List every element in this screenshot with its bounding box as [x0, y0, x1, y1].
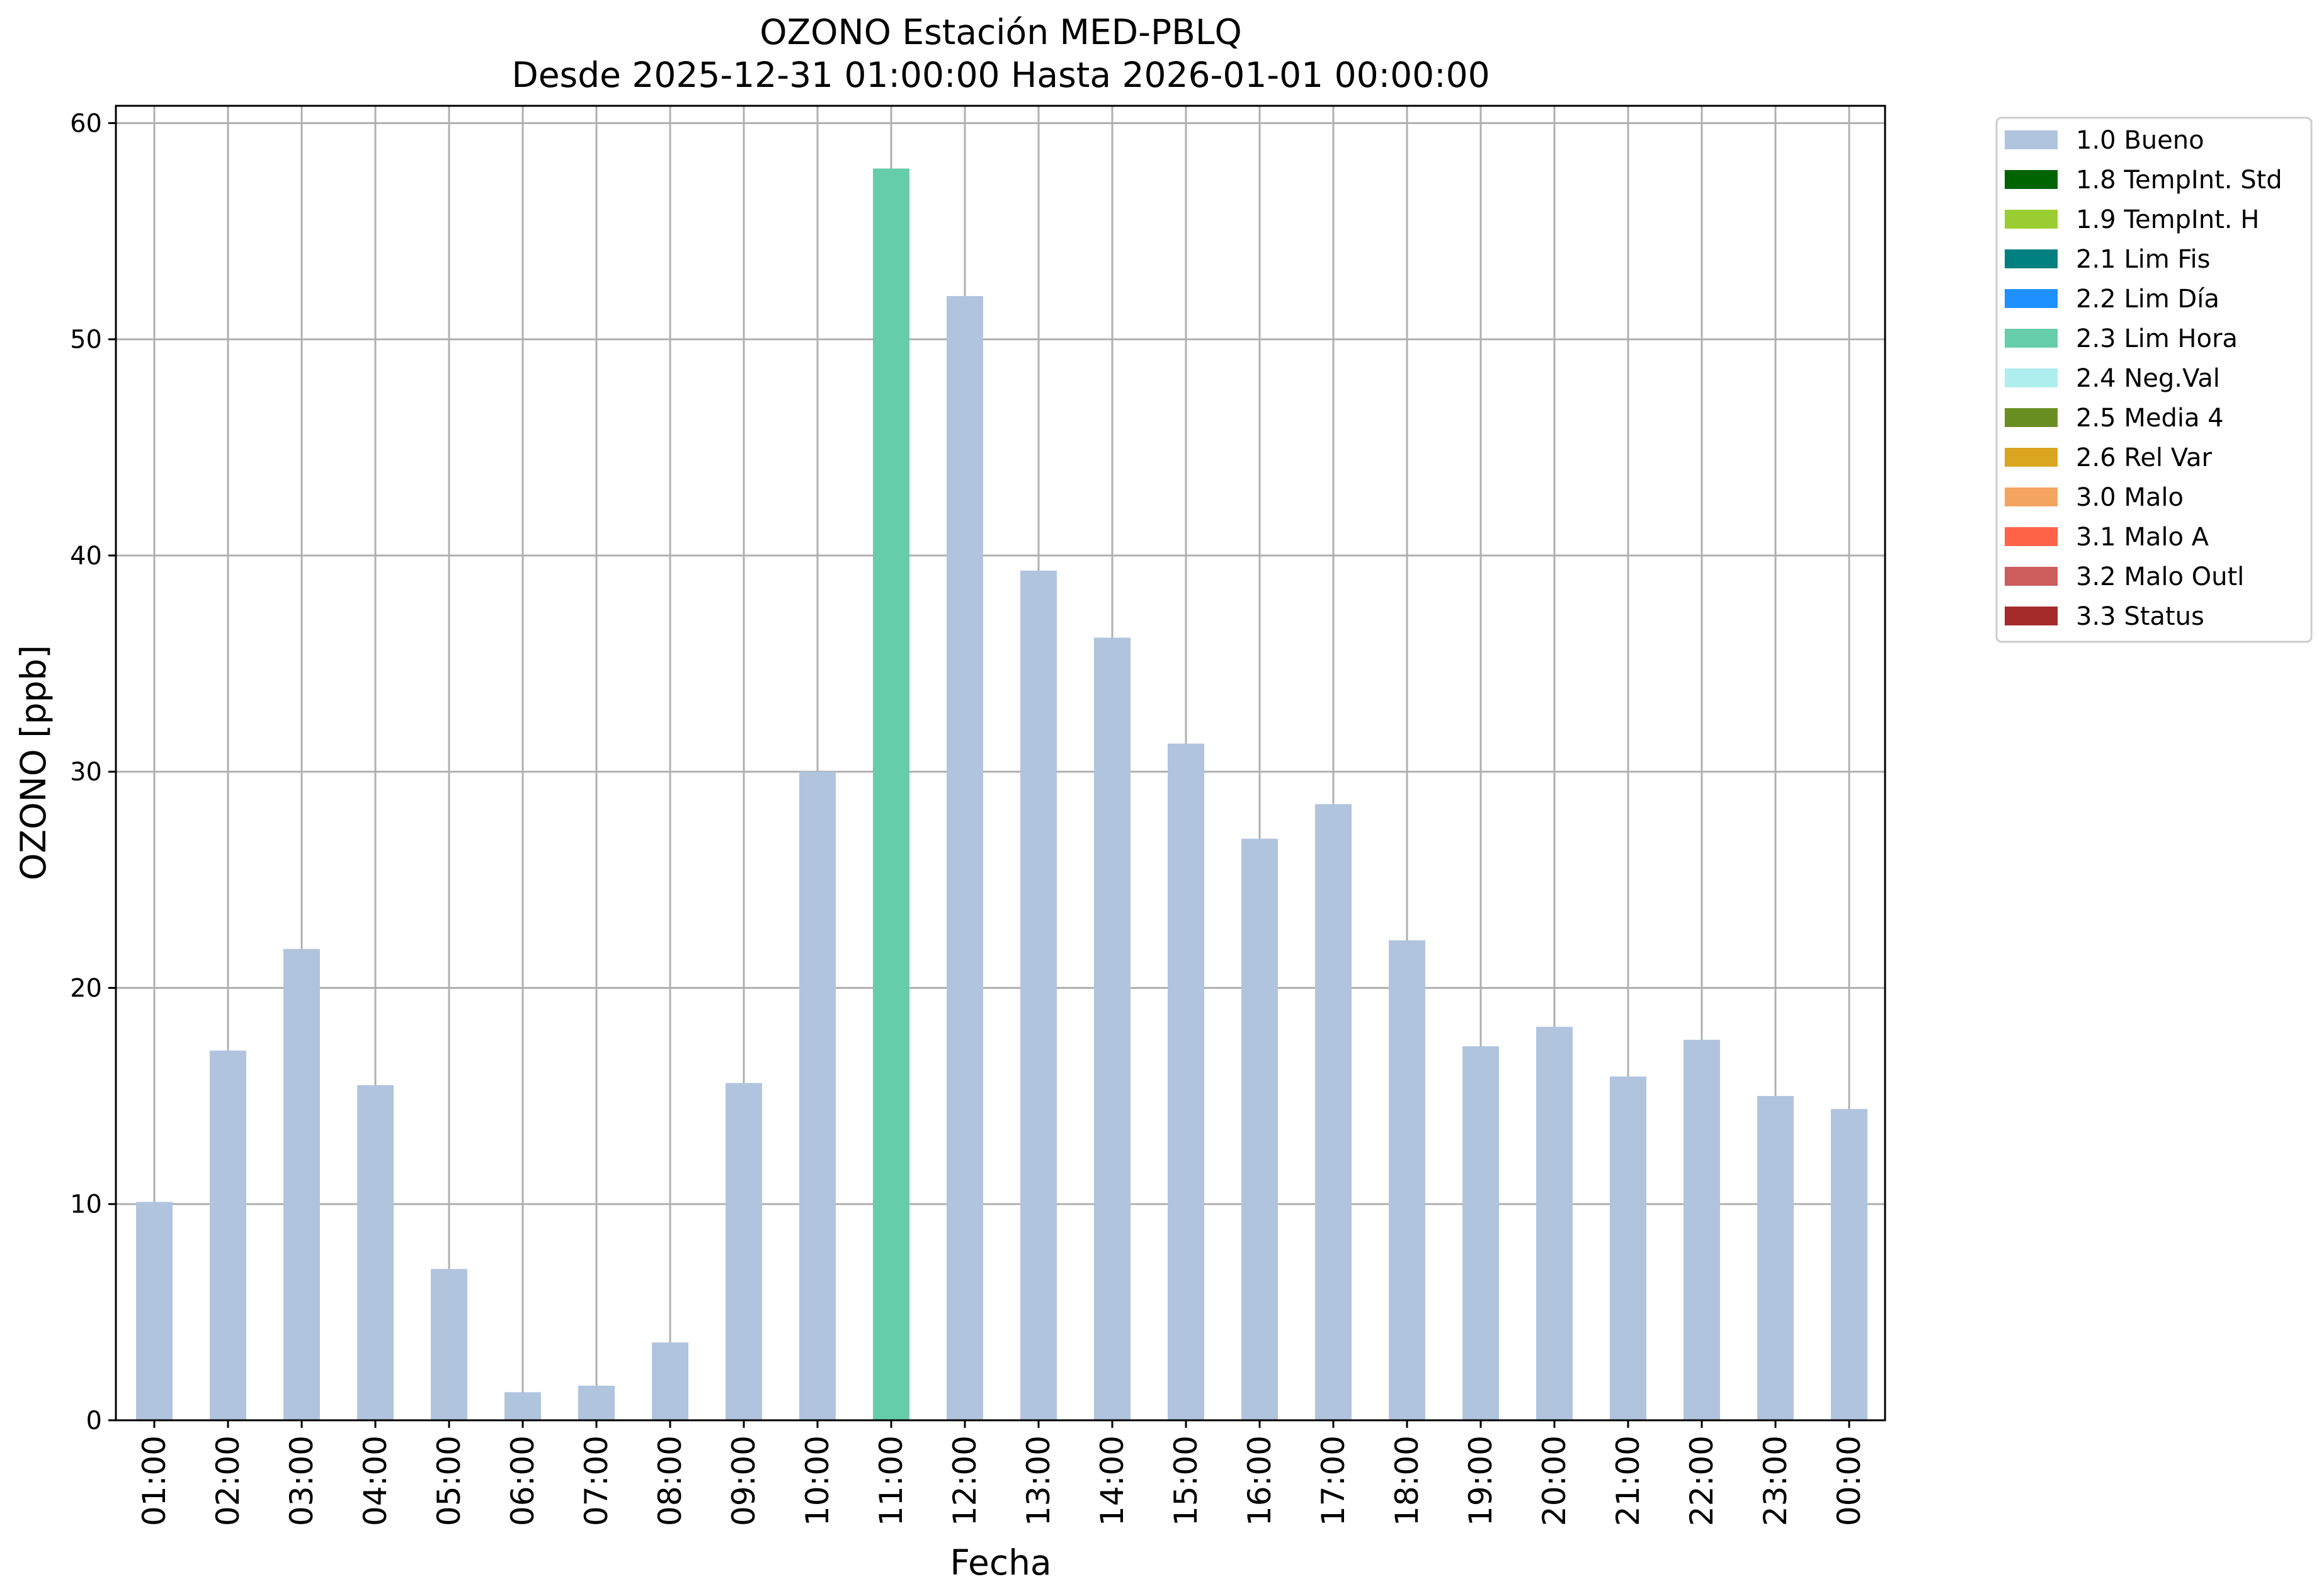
legend-swatch [2005, 408, 2058, 427]
y-tick-label: 30 [70, 758, 102, 787]
legend-swatch [2005, 130, 2058, 149]
chart-title: OZONO Estación MED-PBLQ [760, 12, 1242, 52]
x-tick-label: 21:00 [1610, 1435, 1646, 1526]
plot-frame [115, 105, 1886, 1422]
legend-entry-label: 2.6 Rel Var [2076, 443, 2213, 472]
x-tick-label: 18:00 [1389, 1435, 1425, 1526]
bar-2300 [1757, 1096, 1794, 1420]
legend-swatch [2005, 289, 2058, 308]
x-tick-label: 05:00 [431, 1435, 467, 1526]
legend-entry-label: 2.5 Media 4 [2076, 404, 2224, 433]
legend-entry-label: 1.9 TempInt. H [2076, 205, 2259, 234]
x-tick-label: 09:00 [726, 1435, 762, 1526]
bar-2100 [1610, 1076, 1646, 1420]
y-axis-ticks: 0 10 20 30 40 50 60 [70, 109, 116, 1435]
x-tick-label: 22:00 [1684, 1435, 1720, 1526]
y-tick-label: 60 [70, 109, 102, 138]
y-tick-label: 20 [70, 974, 102, 1003]
bars [136, 168, 1867, 1421]
x-tick-label: 07:00 [578, 1435, 615, 1526]
x-axis-ticks: 01:00 02:00 03:00 04:00 05:00 06:00 07:00 08:00… [136, 1420, 1867, 1526]
bar-2000 [1536, 1027, 1573, 1420]
legend-entry-label: 1.0 Bueno [2076, 126, 2204, 155]
legend-swatch [2005, 329, 2058, 348]
legend-swatch [2005, 210, 2058, 229]
legend-swatch [2005, 607, 2058, 625]
legend-entry-label: 3.2 Malo Outl [2076, 562, 2244, 591]
bar-0000 [1831, 1109, 1867, 1420]
legend-swatch [2005, 448, 2058, 467]
x-tick-label: 10:00 [799, 1435, 836, 1526]
bar-1300 [1020, 571, 1057, 1420]
legend-entry-label: 2.2 Lim Día [2076, 285, 2219, 314]
bar-0900 [726, 1083, 762, 1420]
legend-box [1995, 117, 2313, 643]
legend-swatch [2005, 368, 2058, 387]
x-tick-label: 12:00 [947, 1435, 983, 1526]
x-tick-label: 08:00 [652, 1435, 688, 1526]
bar-1200 [947, 296, 983, 1420]
y-tick-label: 40 [70, 542, 102, 571]
x-tick-label: 14:00 [1094, 1435, 1131, 1526]
x-tick-label: 04:00 [357, 1435, 394, 1526]
x-tick-label: 15:00 [1168, 1435, 1204, 1526]
x-tick-label: 11:00 [873, 1435, 909, 1526]
bar-0100 [136, 1202, 173, 1420]
y-tick-label: 0 [86, 1406, 102, 1435]
bar-0800 [652, 1342, 688, 1420]
x-tick-label: 01:00 [136, 1435, 173, 1526]
legend-entry-label: 3.0 Malo [2076, 483, 2184, 512]
legend-swatch [2005, 567, 2058, 586]
bar-0600 [504, 1392, 541, 1420]
x-tick-label: 19:00 [1462, 1435, 1499, 1526]
bar-1100 [873, 168, 909, 1420]
legend-entry-label: 3.1 Malo A [2076, 523, 2209, 552]
legend-swatch [2005, 527, 2058, 546]
bar-1500 [1168, 743, 1204, 1420]
x-tick-label: 03:00 [283, 1435, 320, 1526]
legend-entry-label: 1.8 TempInt. Std [2076, 166, 2282, 195]
chart-subtitle: Desde 2025-12-31 01:00:00 Hasta 2026-01-… [511, 55, 1490, 95]
bar-0400 [357, 1085, 394, 1420]
x-tick-label: 23:00 [1757, 1435, 1794, 1526]
x-tick-label: 16:00 [1241, 1435, 1278, 1526]
bar-1000 [799, 772, 836, 1420]
bar-0300 [283, 949, 320, 1420]
legend-swatch [2005, 249, 2058, 268]
y-axis-label: OZONO [ppb] [13, 645, 54, 881]
x-tick-label: 17:00 [1315, 1435, 1352, 1526]
legend-entry-label: 2.1 Lim Fis [2076, 245, 2210, 274]
bar-2200 [1684, 1039, 1720, 1420]
legend-swatch [2005, 170, 2058, 189]
bar-1700 [1315, 804, 1352, 1420]
y-tick-label: 50 [70, 326, 102, 355]
x-tick-label: 13:00 [1020, 1435, 1057, 1526]
x-tick-label: 02:00 [210, 1435, 246, 1526]
legend: 1.0 Bueno 1.8 TempInt. Std 1.9 TempInt. H 2… [1995, 117, 2313, 643]
legend-entry-label: 3.3 Status [2076, 602, 2204, 631]
legend-entry-label: 2.3 Lim Hora [2076, 324, 2238, 353]
bar-1400 [1094, 637, 1131, 1421]
x-tick-label: 06:00 [504, 1435, 541, 1526]
bar-1900 [1462, 1046, 1499, 1420]
y-tick-label: 10 [70, 1190, 102, 1219]
x-axis-label: Fecha [950, 1542, 1051, 1583]
bar-1800 [1389, 940, 1425, 1420]
x-tick-label: 00:00 [1831, 1435, 1867, 1526]
x-tick-label: 20:00 [1536, 1435, 1573, 1526]
bar-0500 [431, 1268, 467, 1420]
bar-1600 [1241, 838, 1278, 1420]
legend-swatch [2005, 487, 2058, 506]
legend-entry-label: 2.4 Neg.Val [2076, 364, 2220, 393]
bar-0200 [210, 1051, 246, 1420]
bar-0700 [578, 1386, 615, 1420]
